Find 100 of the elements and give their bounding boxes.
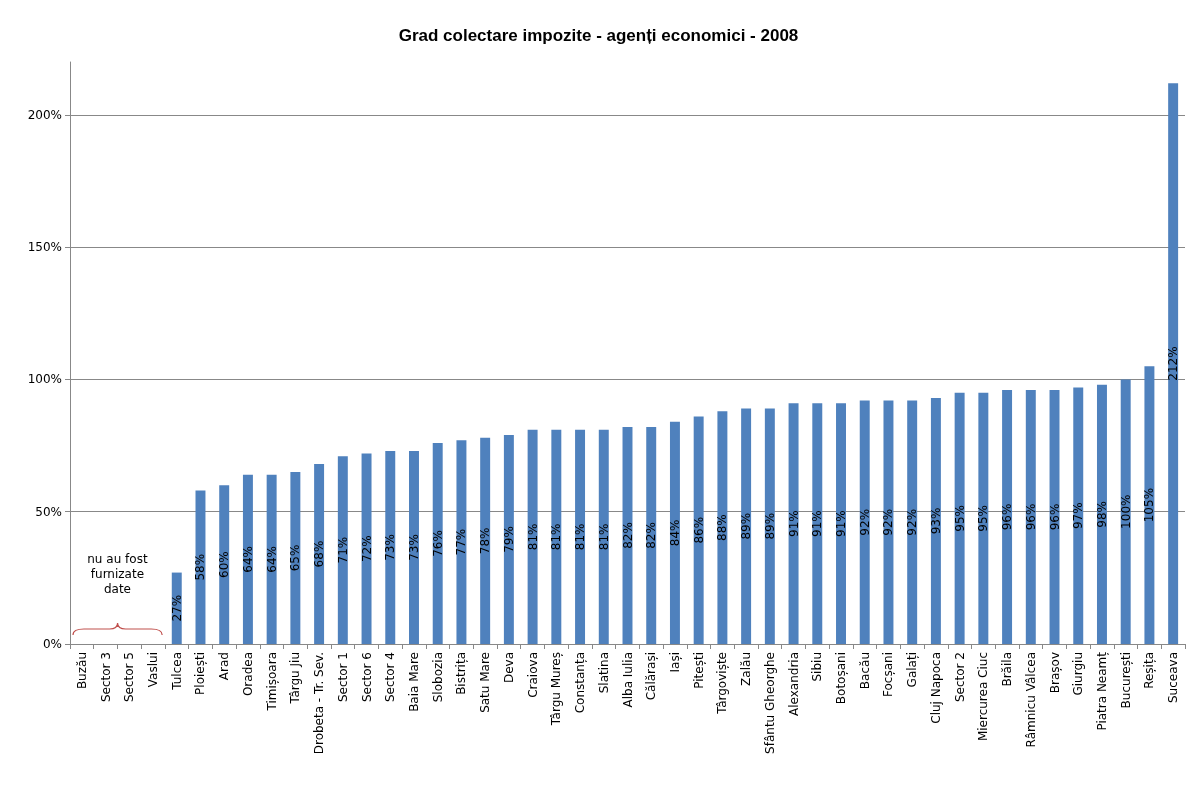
x-tick-label: Târgu Mureș — [549, 652, 564, 727]
x-tick-label: Slatina — [596, 652, 611, 694]
x-tick-label: Satu Mare — [478, 652, 493, 713]
bar — [598, 429, 609, 644]
x-tick-label: Bistrița — [454, 652, 469, 695]
data-label: 65% — [288, 544, 303, 572]
data-label: 82% — [644, 522, 659, 549]
data-label: 98% — [1094, 501, 1109, 528]
data-label: 100% — [1118, 494, 1133, 529]
x-tick-label: Constanța — [573, 652, 588, 714]
x-tick-label: Bacău — [857, 652, 872, 690]
data-label: 72% — [359, 535, 374, 563]
data-label: 71% — [335, 536, 350, 564]
data-label: 64% — [240, 546, 255, 573]
bar — [409, 450, 419, 644]
bar — [907, 400, 918, 644]
bar — [717, 411, 728, 644]
y-tick-label: 100% — [27, 372, 62, 387]
data-label: 212% — [1166, 346, 1181, 381]
bar — [1025, 390, 1036, 644]
x-tick-label: Piatra Neamț — [1094, 651, 1109, 731]
data-label: 86% — [691, 516, 706, 544]
x-tick-label: Sector 1 — [335, 652, 350, 703]
y-tick-label: 0% — [42, 637, 62, 651]
bar — [836, 403, 846, 644]
data-label: 81% — [573, 523, 588, 551]
data-label: 89% — [762, 512, 777, 540]
data-label: 81% — [525, 523, 540, 551]
bar — [1049, 390, 1060, 644]
bar — [385, 450, 396, 644]
bar — [242, 474, 253, 644]
x-tick-label: Timișoara — [264, 652, 279, 712]
x-tick-label: Buzău — [74, 652, 89, 690]
bar — [456, 440, 467, 644]
bar — [195, 490, 206, 644]
x-tick-label: Sector 6 — [359, 652, 374, 703]
data-label: 60% — [217, 551, 232, 578]
x-tick-label: Târgu Jiu — [288, 652, 303, 705]
x-tick-label: Miercurea Ciuc — [976, 652, 991, 742]
bar — [314, 464, 325, 644]
x-tick-label: Giurgiu — [1071, 652, 1086, 696]
data-label: 92% — [881, 508, 896, 536]
annotation: nu au fost furnizate date — [87, 552, 148, 596]
data-label: 68% — [312, 540, 327, 568]
x-tick-label: Drobeta - Tr. Sev. — [312, 652, 327, 755]
bar — [859, 400, 870, 644]
chart-title: Grad colectare impozite - agenți economici - 2008 — [398, 26, 799, 45]
bar — [930, 397, 941, 644]
x-tick-label: Alba Iulia — [620, 652, 635, 708]
bar — [1073, 387, 1084, 644]
data-label: 92% — [905, 508, 920, 536]
data-label: 91% — [786, 510, 801, 537]
y-tick-label: 150% — [27, 240, 62, 255]
x-tick-label: Arad — [217, 652, 232, 681]
x-tick-label: Oradea — [240, 652, 255, 697]
data-label: 91% — [810, 510, 825, 537]
bar — [812, 403, 823, 644]
data-label: 89% — [739, 512, 754, 540]
x-tick-label: Călărași — [644, 652, 659, 701]
x-tick-label: Brașov — [1047, 652, 1062, 694]
data-label: 81% — [549, 523, 564, 551]
bar — [527, 429, 538, 644]
bar — [883, 400, 894, 644]
x-tick-label: Ploiești — [193, 652, 208, 695]
x-tick-label: Galați — [905, 652, 920, 688]
x-tick-label: București — [1118, 652, 1133, 709]
x-tick-label: Sector 2 — [952, 652, 967, 703]
bar — [503, 435, 514, 644]
bar — [551, 429, 562, 644]
x-tick-label: Baia Mare — [406, 652, 421, 712]
data-label: 27% — [169, 594, 184, 622]
data-label: 58% — [193, 553, 208, 581]
y-tick-label: 200% — [27, 107, 62, 122]
data-label: 77% — [454, 528, 469, 556]
bar — [266, 474, 277, 644]
data-label: 105% — [1142, 487, 1157, 523]
x-tick-label: Focșani — [881, 652, 896, 697]
x-tick-label: Deva — [501, 652, 516, 684]
bar — [480, 437, 491, 644]
x-tick-label: Sector 3 — [98, 652, 113, 703]
data-label: 93% — [928, 507, 943, 535]
data-label: 73% — [383, 534, 398, 561]
data-label: 96% — [1023, 503, 1038, 531]
x-tick-label: Botoșani — [834, 652, 849, 705]
x-tick-label: Brăila — [1000, 652, 1015, 687]
x-tick-label: Iași — [667, 652, 682, 673]
x-tick-label: Sector 5 — [122, 652, 137, 703]
bar — [337, 456, 348, 644]
x-tick-label: Tulcea — [169, 652, 184, 691]
bar — [954, 392, 965, 644]
x-tick-label: Târgoviște — [715, 652, 730, 715]
data-label: 76% — [430, 530, 445, 557]
data-label: 88% — [715, 514, 730, 541]
bar — [432, 442, 443, 644]
x-tick-label: Cluj Napoca — [928, 652, 943, 724]
data-label: 95% — [952, 505, 967, 532]
bar — [1120, 379, 1131, 644]
x-tick-label: Pitești — [691, 652, 706, 689]
data-label: 78% — [478, 527, 493, 555]
data-label: 91% — [834, 510, 849, 537]
